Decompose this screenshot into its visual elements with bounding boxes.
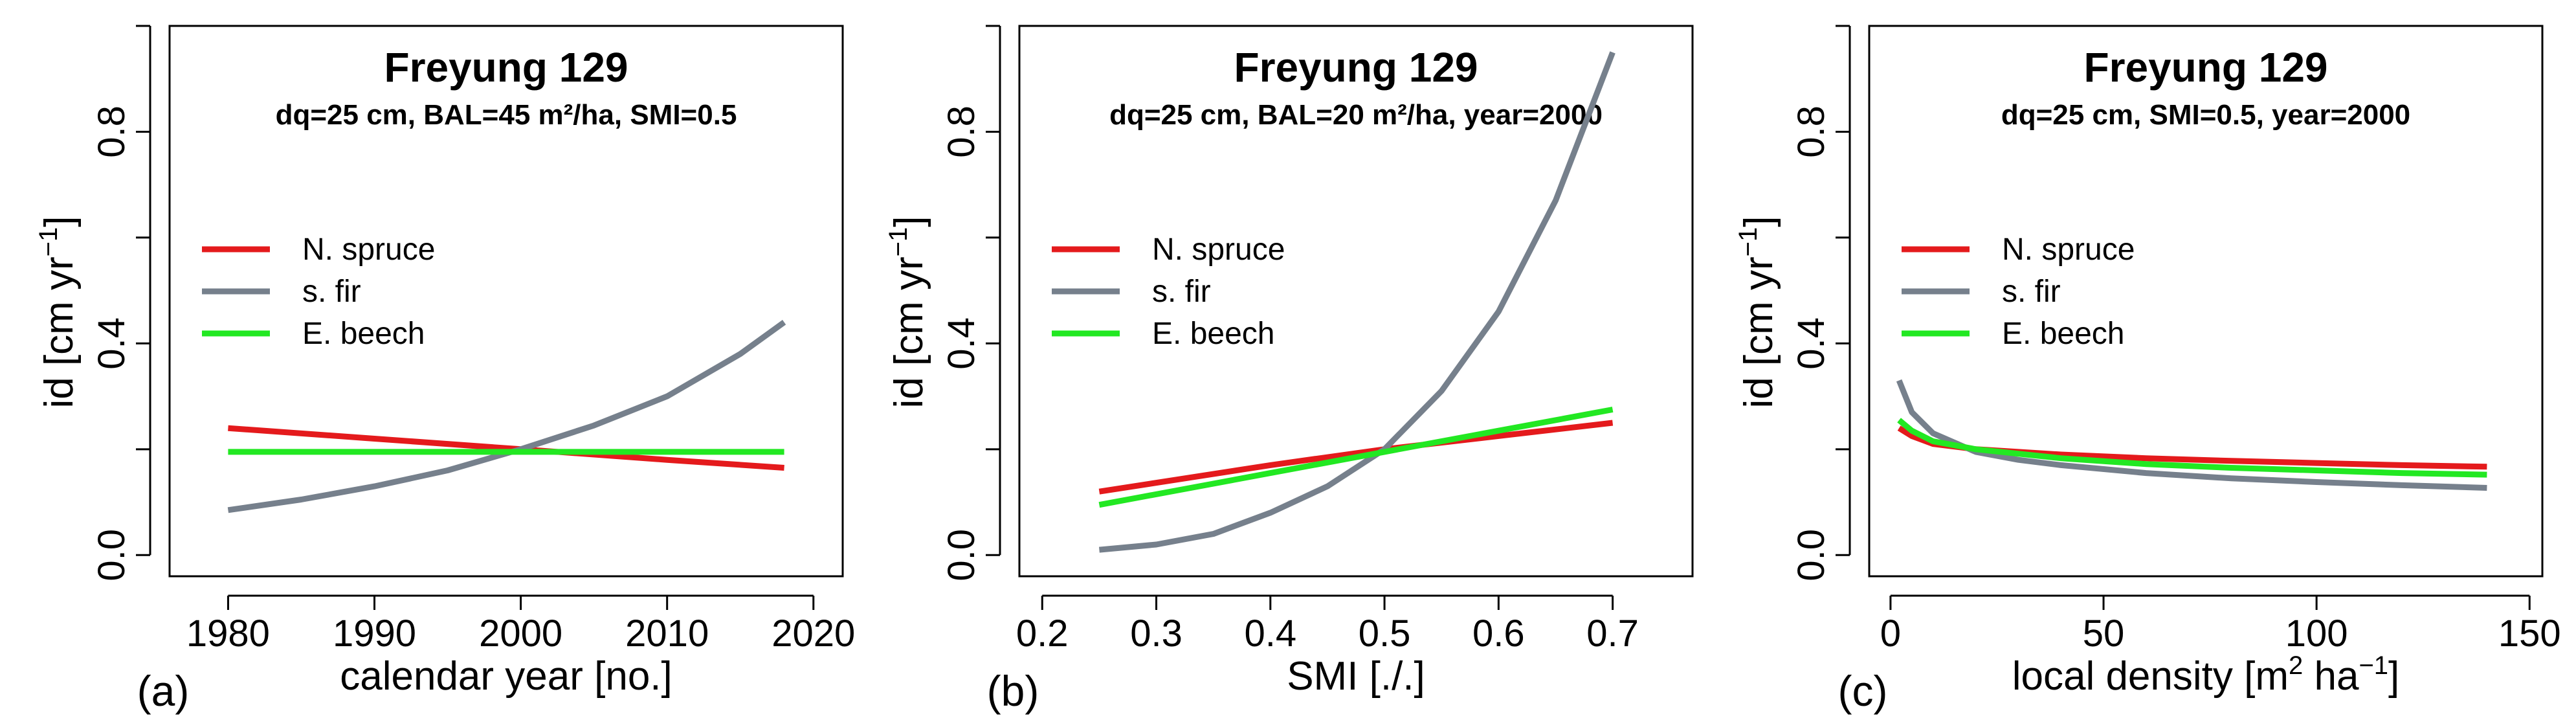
- plot-frame: [1868, 25, 2544, 578]
- x-tick-label: 150: [2498, 613, 2561, 655]
- legend-label: N. spruce: [302, 232, 435, 267]
- series-line-s-fir: [1098, 51, 1616, 553]
- legend-label: s. fir: [302, 275, 361, 309]
- plot-frame: [168, 25, 844, 578]
- x-tick-label: 0.3: [1130, 613, 1183, 655]
- x-tick-label: 0.7: [1586, 613, 1639, 655]
- x-tick-label: 1980: [186, 613, 270, 655]
- x-tick-label: 2020: [772, 613, 855, 655]
- panel-3: 0 50 100 150 0.0 0.4 0.8 id [cm yr−1] local dens…: [1734, 25, 2561, 715]
- y-tick-label: 0.4: [940, 317, 983, 370]
- panel-label: (c): [1838, 667, 1888, 715]
- series-line-e-beech: [1098, 407, 1614, 508]
- legend-label: E. beech: [2002, 317, 2124, 351]
- x-tick-label: 100: [2285, 613, 2348, 655]
- series-line-s-fir: [1896, 379, 2487, 491]
- x-axis-label: calendar year [no.]: [340, 654, 672, 699]
- x-tick-label: 0.5: [1359, 613, 1411, 655]
- x-tick-label: 0.2: [1016, 613, 1069, 655]
- y-tick-label: 0.4: [91, 317, 133, 370]
- x-tick-label: 50: [2083, 613, 2125, 655]
- chart-title: Freyung 129: [1234, 44, 1478, 91]
- legend-label: s. fir: [2002, 275, 2061, 309]
- chart-title: Freyung 129: [384, 44, 628, 91]
- y-axis-label: id [cm yr−1]: [884, 216, 931, 408]
- x-axis-label: local density [m2 ha−1]: [2012, 651, 2400, 699]
- plot-frame: [1018, 25, 1694, 578]
- panel-1: 1980 1990 2000 2010 2020 0.0 0.4 0.8 id [cm yr−1…: [34, 25, 855, 715]
- panel-2: 0.2 0.3 0.4 0.5 0.6 0.7 0.0 0.4 0.8 id [cm yr−1] S…: [884, 25, 1694, 715]
- chart-subtitle: dq=25 cm, BAL=45 m²/ha, SMI=0.5: [276, 99, 737, 131]
- y-axis-label: id [cm yr−1]: [1734, 216, 1781, 408]
- x-tick-label: 0.4: [1244, 613, 1296, 655]
- y-tick-label: 0.0: [940, 529, 983, 581]
- series-line-e-beech: [1897, 418, 2487, 478]
- y-tick-label: 0.4: [1790, 317, 1832, 370]
- y-tick-label: 0.8: [1790, 106, 1832, 158]
- chart-title: Freyung 129: [2083, 44, 2327, 91]
- legend-label: s. fir: [1152, 275, 1211, 309]
- chart-subtitle: dq=25 cm, BAL=20 m²/ha, year=2000: [1109, 99, 1603, 131]
- x-tick-label: 2010: [625, 613, 709, 655]
- legend-label: E. beech: [1152, 317, 1274, 351]
- legend-label: N. spruce: [1152, 232, 1285, 267]
- y-tick-label: 0.8: [91, 106, 133, 158]
- y-tick-label: 0.0: [1790, 529, 1832, 581]
- x-tick-label: 2000: [479, 613, 562, 655]
- panel-label: (a): [137, 667, 190, 715]
- y-tick-label: 0.8: [940, 106, 983, 158]
- x-axis-label: SMI [./.]: [1287, 654, 1425, 699]
- y-tick-label: 0.0: [91, 529, 133, 581]
- x-tick-label: 0.6: [1472, 613, 1525, 655]
- legend-label: E. beech: [302, 317, 425, 351]
- x-tick-label: 0: [1880, 613, 1901, 655]
- panel-label: (b): [987, 667, 1039, 715]
- y-axis-label: id [cm yr−1]: [34, 216, 82, 408]
- series-line-n-spruce: [1897, 425, 2487, 470]
- legend-label: N. spruce: [2002, 232, 2135, 267]
- x-tick-label: 1990: [333, 613, 416, 655]
- chart-subtitle: dq=25 cm, SMI=0.5, year=2000: [2001, 99, 2410, 131]
